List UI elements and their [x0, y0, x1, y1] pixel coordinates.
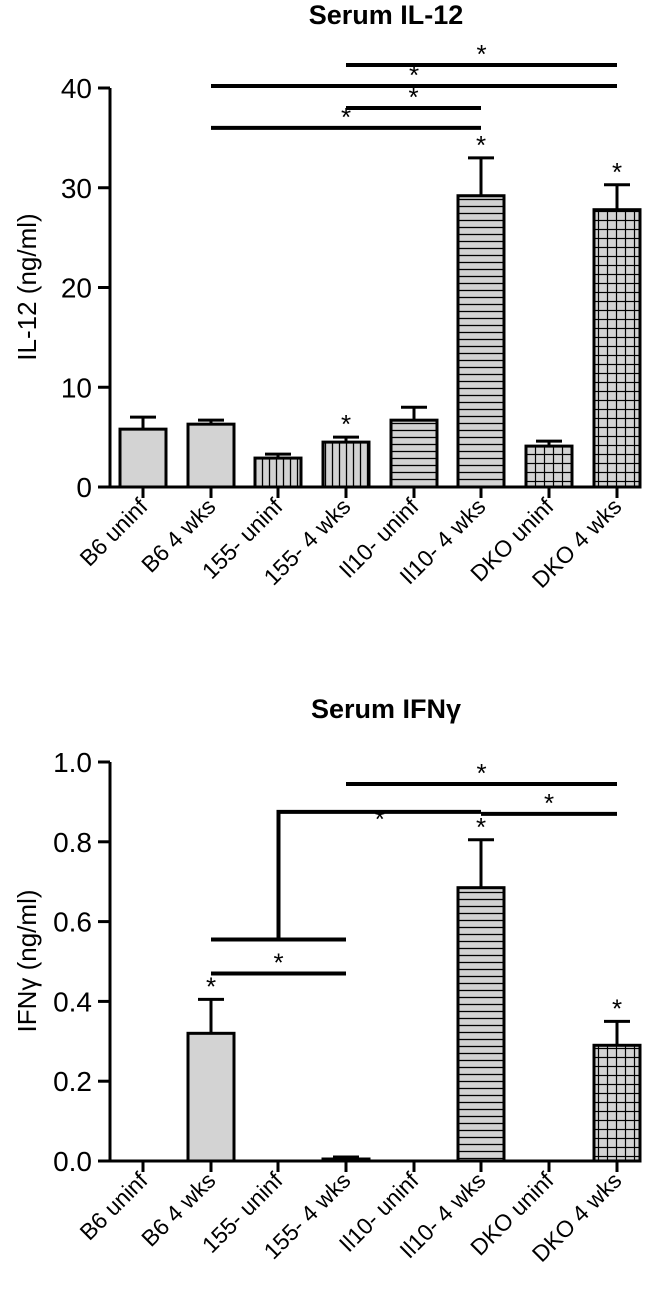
- y-tick-label: 1.0: [53, 747, 92, 778]
- chart-title: Serum IFNγ: [311, 694, 461, 724]
- bar: [186, 1031, 236, 1163]
- significance-star: *: [612, 993, 622, 1023]
- bar: [186, 422, 236, 489]
- significance-star: *: [476, 812, 486, 842]
- elbow-star: *: [375, 804, 385, 834]
- significance-star: *: [341, 409, 351, 439]
- y-tick-label: 0: [76, 472, 92, 503]
- y-tick-label: 0.4: [53, 986, 92, 1017]
- y-tick-label: 20: [61, 273, 92, 304]
- bar: [118, 427, 168, 489]
- bar: [592, 1043, 642, 1163]
- bar: [389, 418, 439, 489]
- bar: [524, 444, 574, 489]
- y-tick-label: 0.8: [53, 827, 92, 858]
- bracket-star: *: [409, 60, 419, 90]
- bar: [321, 1157, 371, 1163]
- bracket-star: *: [273, 947, 283, 977]
- y-tick-label: 0.2: [53, 1066, 92, 1097]
- bracket-star: *: [544, 788, 554, 818]
- bar: [253, 456, 303, 489]
- il12-chart: Serum IL-12 IL-12 (ng/ml) 010203040*****…: [12, 0, 642, 593]
- bar: [592, 208, 642, 489]
- significance-star: *: [612, 157, 622, 187]
- elbow-connector: [276, 809, 481, 940]
- significance-star: *: [206, 971, 216, 1001]
- y-tick-label: 0.0: [53, 1146, 92, 1177]
- y-tick-label: 30: [61, 173, 92, 204]
- bar: [456, 886, 506, 1163]
- significance-star: *: [476, 130, 486, 160]
- y-axis-label: IL-12 (ng/ml): [12, 213, 42, 360]
- y-axis-label: IFNγ (ng/ml): [12, 890, 42, 1033]
- bracket-star: *: [341, 102, 351, 132]
- bar: [456, 194, 506, 489]
- bracket-star: *: [408, 82, 418, 112]
- bar: [321, 440, 371, 489]
- bracket-star: *: [476, 758, 486, 788]
- y-tick-label: 40: [61, 73, 92, 104]
- y-tick-label: 0.6: [53, 907, 92, 938]
- y-tick-label: 10: [61, 372, 92, 403]
- bracket-star: *: [476, 39, 486, 69]
- chart-title: Serum IL-12: [309, 0, 464, 30]
- ifng-chart: Serum IFNγ IFNγ (ng/ml) 0.0 0.2 0.4 0.6 0.8 1…: [12, 694, 642, 1267]
